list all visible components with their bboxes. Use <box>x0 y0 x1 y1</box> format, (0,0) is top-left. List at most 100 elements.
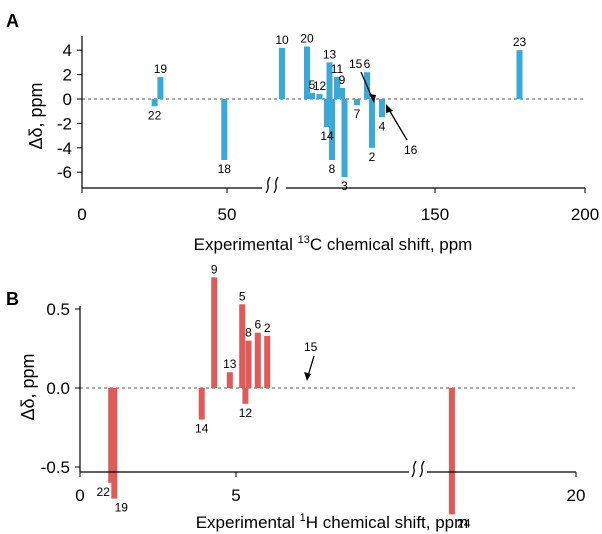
bar-a-9 <box>339 88 345 99</box>
axis-break-b <box>411 460 425 478</box>
bar-b-22 <box>108 388 115 483</box>
bar-b-14 <box>198 388 205 420</box>
bar-a-20 <box>304 46 310 99</box>
bar-b-24 <box>448 388 455 515</box>
bars-b <box>108 277 455 515</box>
bar-label-b-5: 5 <box>239 289 246 303</box>
bar-a-3 <box>341 99 348 178</box>
bar-label-b-19: 19 <box>115 501 129 515</box>
bar-label-b-6: 6 <box>254 318 261 332</box>
x-axis-label-a-sup: 13 <box>298 234 310 246</box>
bar-label-b-24: 24 <box>457 516 471 530</box>
bar-label-a-7: 7 <box>354 107 361 121</box>
x-tick-label-b-2: 20 <box>567 486 586 505</box>
y-tick-label-a-1: 2 <box>63 66 72 85</box>
bar-a-18 <box>221 99 228 160</box>
bar-label-a-13: 13 <box>323 47 337 61</box>
bar-label-b-8: 8 <box>245 326 252 340</box>
arrow-head-15-a <box>369 94 376 103</box>
arrow-16-a: 16 <box>386 104 418 157</box>
x-axis-label-b: Experimental 1H chemical shift, ppm <box>196 512 469 532</box>
bar-label-a-9: 9 <box>339 73 346 87</box>
bar-label-b-12: 12 <box>239 406 253 420</box>
x-tick-label-a-1: 50 <box>218 205 237 224</box>
bar-label-a-22: 22 <box>148 108 162 122</box>
arrow-15-b: 15 <box>304 340 318 381</box>
axis-break-a <box>265 176 279 194</box>
y-ticks-a: 4 2 0 -2 -4 -6 <box>57 41 82 182</box>
x-axis-label-b-sup: 1 <box>300 512 306 524</box>
y-tick-label-a-4: -4 <box>57 139 72 158</box>
bar-a-2 <box>369 99 375 148</box>
bar-b-6 <box>254 332 261 388</box>
y-axis-label-a: Δδ, ppm <box>26 82 46 149</box>
bar-label-a-8: 8 <box>329 162 336 176</box>
x-axis-label-a-prefix: Experimental <box>194 235 298 254</box>
bar-a-7 <box>354 99 360 106</box>
bar-label-b-13: 13 <box>223 357 237 371</box>
x-tick-label-b-1: 5 <box>231 486 240 505</box>
bar-a-13 <box>326 62 333 99</box>
bar-labels-a: 22 19 18 10 20 512 14 13 8 119 3 7 6 2 4 23 <box>148 32 527 194</box>
bar-label-a-11: 11 <box>331 62 344 76</box>
bar-label-a-23: 23 <box>513 35 527 49</box>
bar-a-11 <box>334 77 340 99</box>
y-axis-label-b: Δδ, ppm <box>18 353 38 420</box>
x-axis-label-a: Experimental 13C chemical shift, ppm <box>194 234 473 254</box>
bar-label-a-10: 10 <box>275 33 289 47</box>
bar-label-a-2: 2 <box>369 150 376 164</box>
y-tick-label-b-2: -0.5 <box>41 458 70 477</box>
y-tick-label-a-5: -6 <box>57 163 72 182</box>
arrow-line-16-a <box>387 107 408 141</box>
bar-label-a-14: 14 <box>320 129 334 143</box>
y-tick-label-b-1: 0.0 <box>46 379 70 398</box>
bar-label-b-9: 9 <box>211 262 218 276</box>
bar-a-14 <box>324 99 330 128</box>
arrow-label-15-b: 15 <box>304 340 318 354</box>
bar-b-13 <box>226 372 233 388</box>
x-axis-label-b-prefix: Experimental <box>196 513 300 532</box>
bar-a-23 <box>516 50 523 99</box>
bar-label-a-12: 12 <box>313 79 327 93</box>
bars-a <box>151 46 523 178</box>
y-ticks-b: 0.5 0.0 -0.5 <box>41 300 80 477</box>
bar-labels-b: 22 19 14 9 13 5 12 86 2 24 <box>97 262 471 530</box>
bar-label-a-18: 18 <box>218 162 232 176</box>
bar-a-8 <box>329 99 335 160</box>
bar-a-5 <box>309 92 315 99</box>
bar-a-10 <box>279 47 285 99</box>
y-axis-title-a: Δδ, ppm <box>26 82 46 149</box>
bar-label-a-6: 6 <box>364 57 371 71</box>
y-tick-label-a-2: 0 <box>63 90 72 109</box>
y-tick-label-b-0: 0.5 <box>46 300 70 319</box>
bar-label-a-19: 19 <box>154 62 168 76</box>
y-tick-label-a-0: 4 <box>63 41 72 60</box>
bar-label-b-14: 14 <box>195 422 209 436</box>
x-axis-label-a-suffix: C chemical shift, ppm <box>310 235 473 254</box>
bar-b-12 <box>242 388 249 404</box>
y-tick-label-a-3: -2 <box>57 114 72 133</box>
bar-a-4 <box>379 99 385 118</box>
x-ticks-b: 0 5 20 <box>75 472 585 505</box>
bar-label-a-5: 5 <box>309 78 316 92</box>
arrow-15-a: 15 <box>349 57 376 103</box>
x-ticks-a: 0 50 150 200 <box>77 188 599 224</box>
x-tick-label-b-0: 0 <box>75 486 84 505</box>
bar-b-2 <box>264 335 271 388</box>
x-axis-label-b-suffix: H chemical shift, ppm <box>306 513 469 532</box>
bar-a-12 <box>316 94 323 99</box>
arrow-head-15-b <box>304 372 311 381</box>
x-tick-label-a-2: 150 <box>421 205 449 224</box>
arrow-label-16-a: 16 <box>404 143 418 157</box>
bar-label-a-3: 3 <box>341 179 348 193</box>
arrow-label-15-a: 15 <box>349 57 363 71</box>
x-tick-label-a-3: 200 <box>571 205 599 224</box>
bar-label-b-2: 2 <box>264 321 271 335</box>
bar-a-22 <box>151 99 158 107</box>
bar-a-19 <box>157 77 164 99</box>
bar-b-5 <box>239 304 246 388</box>
bar-b-19 <box>111 388 118 499</box>
bar-b-9 <box>211 277 218 388</box>
arrow-line-15-b <box>307 355 315 377</box>
